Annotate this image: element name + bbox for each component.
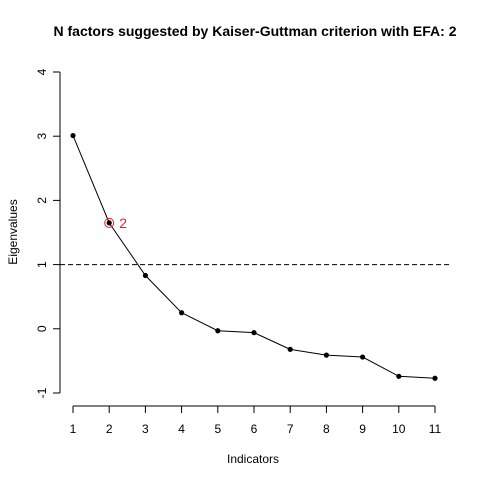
x-tick-label: 10 <box>392 422 406 436</box>
y-axis: -1 0 1 2 3 4 <box>35 68 61 398</box>
y-tick-label: 2 <box>35 197 49 204</box>
highlight-layer: 2 <box>104 215 127 231</box>
y-tick-label: 1 <box>35 261 49 268</box>
data-point <box>287 346 293 352</box>
data-point <box>251 330 257 336</box>
y-axis-label: Eigenvalues <box>6 199 20 264</box>
data-point <box>215 328 221 334</box>
x-tick-label: 7 <box>287 422 294 436</box>
data-point <box>323 352 329 358</box>
eigenvalue-line <box>72 135 436 379</box>
x-axis: 1 2 3 4 5 6 7 8 9 10 11 <box>70 405 442 436</box>
y-tick-label: 4 <box>35 68 49 75</box>
data-point <box>70 132 76 139</box>
x-axis-label: Indicators <box>227 452 279 466</box>
x-tick-label: 4 <box>178 422 185 436</box>
series-line-layer <box>72 135 436 379</box>
highlight-ring <box>104 217 115 228</box>
x-tick-label: 3 <box>142 422 149 436</box>
data-points <box>70 132 438 381</box>
x-tick-label: 9 <box>359 422 366 436</box>
x-tick-label: 6 <box>251 422 258 436</box>
highlight-label: 2 <box>119 215 127 231</box>
data-point <box>106 220 112 226</box>
data-point <box>360 354 366 360</box>
x-tick-label: 1 <box>70 422 77 436</box>
x-tick-label: 5 <box>214 422 221 436</box>
x-tick-label: 2 <box>106 422 113 436</box>
y-tick-label: 0 <box>35 325 49 332</box>
x-tick-label: 11 <box>429 422 442 436</box>
data-point <box>396 373 402 379</box>
x-tick-label: 8 <box>323 422 330 436</box>
data-point <box>432 375 438 381</box>
y-tick-label: 3 <box>35 133 49 140</box>
data-point <box>179 310 185 316</box>
y-tick-label: -1 <box>35 387 49 398</box>
chart-title: N factors suggested by Kaiser-Guttman cr… <box>54 23 457 39</box>
data-point <box>142 272 148 279</box>
